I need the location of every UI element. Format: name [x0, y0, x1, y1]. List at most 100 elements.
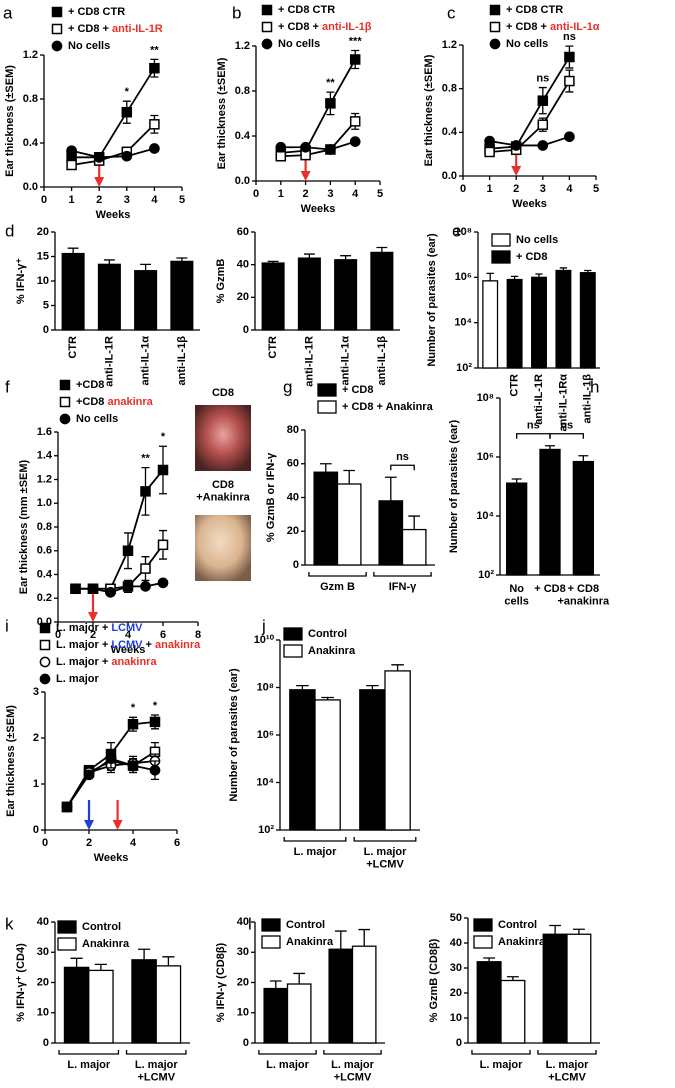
- legend-label: Anakinra: [286, 936, 334, 948]
- bar: [378, 500, 404, 566]
- x-tick-label: No cells: [504, 583, 528, 608]
- arrow: [112, 800, 123, 830]
- legend-part: No cells: [76, 413, 118, 425]
- y-tick-label: 0: [456, 1037, 462, 1049]
- marker: [70, 583, 81, 595]
- marker: [261, 38, 273, 50]
- significance: *: [125, 86, 130, 98]
- error-bar: [319, 463, 332, 473]
- y-tick-label: 15: [37, 250, 49, 262]
- y-tick-label: 2: [33, 732, 39, 744]
- bar: [63, 966, 90, 1044]
- x-tick-label: + CD8: [534, 583, 566, 595]
- marker: [39, 673, 51, 685]
- marker: [127, 760, 139, 771]
- x-tick-label: L. major +LCMV: [546, 1059, 590, 1084]
- legend-label: +CD8 anakinra: [76, 396, 154, 408]
- marker: [300, 141, 311, 153]
- bar: [351, 945, 377, 1044]
- x-tick-label: L. major: [266, 1059, 310, 1071]
- legend-label: L. major + LCMV + anakinra: [56, 639, 201, 651]
- y-axis-title: % GzmB or IFN-γ: [265, 452, 277, 542]
- bar: [384, 670, 411, 831]
- x-tick-label: 3: [327, 188, 333, 200]
- y-tick-label: 10²: [456, 362, 472, 374]
- legend-swatch: [261, 935, 281, 949]
- marker: [510, 140, 522, 151]
- x-tick-label: L. major: [67, 1059, 111, 1071]
- y-tick-label: 0.8: [442, 83, 457, 95]
- bar: [482, 280, 499, 369]
- error-bar: [70, 957, 83, 968]
- legend-part: +CD8: [76, 379, 104, 391]
- y-axis-title: Ear thickness (±SEM): [216, 57, 228, 169]
- bar: [579, 272, 596, 369]
- legend-label: Anakinra: [82, 938, 130, 950]
- marker: [121, 106, 133, 118]
- marker: [51, 40, 63, 52]
- marker: [59, 413, 71, 425]
- legend-part: + CD8 CTR: [68, 6, 125, 18]
- x-tick-label: L. major: [480, 1059, 524, 1071]
- y-tick-label: 0.8: [235, 85, 250, 97]
- y-tick-label: 40: [237, 259, 249, 271]
- y-axis-title: Ear thickness (±SEM): [5, 705, 17, 817]
- y-axis-title: Ear thickness (mm ±SEM): [18, 459, 30, 594]
- legend-part: + CD8 CTR: [506, 4, 563, 16]
- y-tick-label: 10⁴: [256, 776, 274, 788]
- bar: [289, 689, 316, 831]
- x-axis-title: Weeks: [512, 198, 547, 210]
- error-bar: [140, 263, 152, 271]
- marker: [157, 539, 169, 551]
- y-tick-label: 1.4: [37, 450, 53, 462]
- group-bracket: [125, 1050, 187, 1055]
- legend-swatch: [283, 644, 303, 658]
- x-tick-label: 2: [303, 188, 309, 200]
- marker: [51, 6, 63, 18]
- marker: [275, 151, 287, 162]
- marker: [93, 151, 105, 163]
- legend-label: + CD8 + anti-IL-1R: [68, 23, 163, 35]
- marker: [349, 54, 361, 65]
- x-tick-label: 1: [278, 188, 284, 200]
- legend-label: + CD8 + Anakinra: [342, 401, 434, 413]
- x-tick-label: 3: [540, 183, 546, 195]
- marker: [122, 581, 134, 592]
- y-axis-title: Number of parasites (ear): [228, 668, 240, 802]
- x-tick-label: 5: [377, 188, 383, 200]
- marker: [140, 563, 151, 574]
- photo-cd8: [195, 405, 251, 471]
- legend-label: Control: [308, 628, 347, 640]
- y-tick-label: 40: [287, 491, 299, 503]
- marker: [564, 51, 575, 63]
- y-tick-label: 0.0: [442, 170, 457, 182]
- marker: [127, 718, 139, 730]
- y-tick-label: 30: [237, 946, 249, 958]
- y-tick-label: 10: [37, 275, 49, 287]
- series-line: [280, 120, 356, 158]
- y-tick-label: 0.8: [23, 93, 38, 105]
- legend-part: No cells: [506, 38, 548, 50]
- y-axis-title: % IFN-γ⁺ (CD4): [15, 943, 27, 1022]
- arrow: [84, 800, 94, 830]
- x-tick-label: anti-IL-1R: [303, 336, 315, 387]
- bar: [555, 269, 572, 369]
- error-bar: [67, 247, 79, 254]
- y-tick-label: 0.6: [37, 545, 52, 557]
- panel-letter: d: [5, 221, 14, 240]
- x-tick-label: 8: [195, 629, 201, 641]
- legend-label: Control: [82, 921, 121, 933]
- y-axis-title: % IFN-γ (CD8β): [215, 942, 227, 1022]
- legend-label: No cells: [516, 234, 558, 246]
- legend-label: L. major + anakinra: [56, 656, 157, 668]
- y-tick-label: 80: [287, 424, 299, 436]
- x-tick-label: anti-IL-1R: [533, 374, 545, 425]
- marker: [484, 146, 495, 158]
- x-tick-label: IFN-γ: [389, 581, 417, 593]
- significance: **: [150, 44, 159, 56]
- y-tick-label: 0.2: [37, 592, 52, 604]
- photo-label: CD8 +Anakinra: [196, 479, 250, 504]
- significance: ns: [527, 420, 540, 432]
- series-line: [71, 147, 155, 159]
- y-tick-label: 40: [237, 916, 249, 928]
